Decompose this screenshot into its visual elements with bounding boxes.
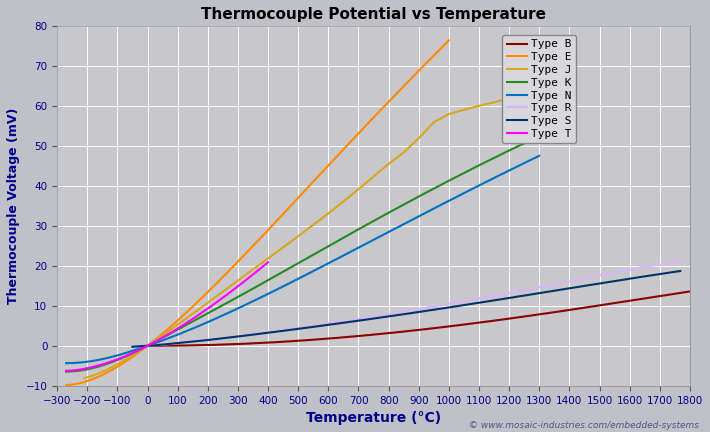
Type N xyxy=(439,201,448,206)
Type R xyxy=(555,281,564,286)
Type T xyxy=(264,260,273,265)
Type B xyxy=(686,289,694,294)
Type E xyxy=(62,382,70,388)
Type T xyxy=(143,343,152,348)
Y-axis label: Thermocouple Voltage (mV): Thermocouple Voltage (mV) xyxy=(7,108,20,304)
Title: Thermocouple Potential vs Temperature: Thermocouple Potential vs Temperature xyxy=(201,7,546,22)
Type B xyxy=(382,331,390,336)
Type R xyxy=(676,259,684,264)
Type R xyxy=(671,259,679,264)
Type K xyxy=(112,358,121,363)
Text: © www.mosaic-industries.com/embedded-systems: © www.mosaic-industries.com/embedded-sys… xyxy=(469,421,699,430)
Type B xyxy=(576,306,584,311)
Line: Type K: Type K xyxy=(66,126,561,372)
Type N xyxy=(62,361,70,366)
Line: Type E: Type E xyxy=(66,41,449,385)
Type S xyxy=(369,316,378,321)
X-axis label: Temperature (°C): Temperature (°C) xyxy=(306,411,441,425)
Type T xyxy=(223,292,231,297)
Type B xyxy=(363,333,371,338)
Type E xyxy=(101,371,109,376)
Type B xyxy=(515,314,524,320)
Line: Type T: Type T xyxy=(66,262,268,371)
Type J xyxy=(411,139,420,144)
Type B xyxy=(199,343,207,348)
Legend: Type B, Type E, Type J, Type K, Type N, Type R, Type S, Type T: Type B, Type E, Type J, Type K, Type N, … xyxy=(503,35,577,143)
Type K xyxy=(457,172,465,177)
Type S xyxy=(555,287,564,292)
Type T xyxy=(219,295,228,300)
Type T xyxy=(62,368,70,373)
Type K xyxy=(262,279,271,284)
Type R xyxy=(565,279,574,284)
Type R xyxy=(184,340,192,345)
Type R xyxy=(129,344,137,349)
Type J xyxy=(267,254,275,259)
Type N xyxy=(271,288,279,293)
Type T xyxy=(200,308,209,313)
Type J xyxy=(252,265,261,270)
Type S xyxy=(504,295,513,301)
Line: Type N: Type N xyxy=(66,156,540,363)
Line: Type S: Type S xyxy=(133,271,680,347)
Line: Type J: Type J xyxy=(84,98,509,378)
Type N xyxy=(110,354,119,359)
Type T xyxy=(82,366,91,371)
Type K xyxy=(448,177,457,182)
Type R xyxy=(369,314,378,319)
Type S xyxy=(565,286,574,291)
Type E xyxy=(367,117,376,122)
Type S xyxy=(350,319,359,324)
Type E xyxy=(444,38,453,43)
Type J xyxy=(505,95,513,101)
Type E xyxy=(231,262,239,267)
Type J xyxy=(80,375,89,381)
Type S xyxy=(676,268,684,273)
Type T xyxy=(151,339,159,344)
Type R xyxy=(504,290,513,295)
Type S xyxy=(129,344,137,349)
Type J xyxy=(372,172,381,177)
Type N xyxy=(535,153,544,159)
Line: Type R: Type R xyxy=(133,261,680,347)
Type E xyxy=(324,162,333,167)
Type J xyxy=(419,131,427,136)
Type S xyxy=(184,340,192,345)
Line: Type B: Type B xyxy=(148,292,690,346)
Type K xyxy=(402,201,410,206)
Type R xyxy=(350,317,359,322)
Type B xyxy=(143,343,152,348)
Type J xyxy=(124,356,132,361)
Type N xyxy=(431,205,439,210)
Type K xyxy=(280,269,288,274)
Type E xyxy=(217,276,225,282)
Type B xyxy=(566,307,574,312)
Type K xyxy=(557,124,565,129)
Type N xyxy=(387,228,395,233)
Type K xyxy=(62,369,70,374)
Type E xyxy=(360,124,368,130)
Type N xyxy=(253,296,262,302)
